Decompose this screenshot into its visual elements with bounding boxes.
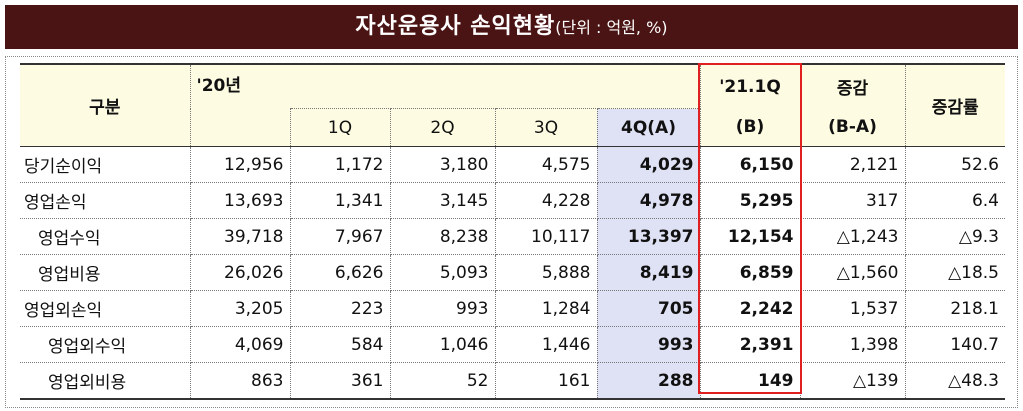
cell: 39,718	[189, 218, 291, 255]
cell: 6,859	[699, 254, 801, 291]
cell: △139	[799, 362, 906, 400]
title-bar: 자산운용사 손익현황(단위 : 억원, %)	[5, 5, 1018, 49]
unit: (단위 : 억원, %)	[555, 18, 668, 37]
table-row: 영업손익 13,693 1,341 3,145 4,228 4,978 5,295 317 6.…	[20, 182, 1005, 219]
cell: 4,029	[596, 146, 701, 183]
frame	[5, 56, 1018, 408]
cell: 12,956	[189, 146, 291, 183]
cell: 1,446	[494, 326, 598, 363]
cell: 4,575	[494, 146, 598, 183]
cell: 7,967	[289, 218, 391, 255]
header-row: 구분 '20년 '21.1Q 증감 증감률	[20, 63, 1005, 147]
header-cell: (B)	[699, 108, 801, 147]
cell: 161	[494, 362, 598, 400]
cell: 6,626	[289, 254, 391, 291]
cell: 6.4	[904, 182, 1005, 219]
table-row: 영업수익 39,718 7,967 8,238 10,117 13,397 12,154 △1…	[20, 218, 1005, 255]
table-body: 구분 '20년 '21.1Q 증감 증감률 1Q 2Q 3Q 4Q(A) (B)…	[20, 63, 1005, 400]
cell: 584	[289, 326, 391, 363]
header-cell: (B-A)	[799, 108, 906, 147]
cell: 5,888	[494, 254, 598, 291]
cell: 288	[596, 362, 701, 400]
cell: 52.6	[904, 146, 1005, 183]
cell: 2,242	[699, 290, 801, 327]
cell: 12,154	[699, 218, 801, 255]
header-cell: 2Q	[389, 108, 496, 147]
table-row: 영업외비용 863 361 52 161 288 149 △139 △48.3	[20, 362, 1005, 400]
header-cell: 3Q	[494, 108, 598, 147]
cell: 993	[389, 290, 496, 327]
cell: 4,069	[189, 326, 291, 363]
row-label: 당기순이익	[20, 146, 191, 183]
cell: 863	[189, 362, 291, 400]
header-cell: 4Q(A)	[596, 108, 701, 147]
cell: 8,238	[389, 218, 496, 255]
cell: 361	[289, 362, 391, 400]
cell: 26,026	[189, 254, 291, 291]
header-cell: '21.1Q	[699, 63, 801, 109]
table-row: 영업비용 26,026 6,626 5,093 5,888 8,419 6,859 △1,56…	[20, 254, 1005, 291]
cell: △1,560	[799, 254, 906, 291]
cell: 1,172	[289, 146, 391, 183]
cell: 13,693	[189, 182, 291, 219]
cell: 149	[699, 362, 801, 400]
cell: △18.5	[904, 254, 1005, 291]
cell: 4,228	[494, 182, 598, 219]
cell: 705	[596, 290, 701, 327]
table-row: 영업외손익 3,205 223 993 1,284 705 2,242 1,537 218.1	[20, 290, 1005, 327]
cell: 52	[389, 362, 496, 400]
cell: 1,284	[494, 290, 598, 327]
cell: 5,093	[389, 254, 496, 291]
cell: 4,978	[596, 182, 701, 219]
cell: 1,046	[389, 326, 496, 363]
header-cell: '20년	[189, 63, 701, 109]
header-cell: 증감률	[904, 63, 1005, 147]
cell: 5,295	[699, 182, 801, 219]
table-row: 당기순이익 12,956 1,172 3,180 4,575 4,029 6,150 2,12…	[20, 146, 1005, 183]
cell: 3,145	[389, 182, 496, 219]
title: 자산운용사 손익현황	[355, 14, 556, 39]
header-cell: 1Q	[289, 108, 391, 147]
cell: 10,117	[494, 218, 598, 255]
cell: 223	[289, 290, 391, 327]
cell: 993	[596, 326, 701, 363]
cell: 317	[799, 182, 906, 219]
cell: 1,537	[799, 290, 906, 327]
cell: 8,419	[596, 254, 701, 291]
table-row: 영업외수익 4,069 584 1,046 1,446 993 2,391 1,398 140.…	[20, 326, 1005, 363]
cell: 2,391	[699, 326, 801, 363]
header-cell	[189, 108, 291, 147]
row-label: 영업손익	[20, 182, 191, 219]
header-cell: 구분	[20, 63, 191, 147]
cell: 1,341	[289, 182, 391, 219]
row-label: 영업외비용	[20, 362, 191, 400]
cell: 1,398	[799, 326, 906, 363]
cell: 13,397	[596, 218, 701, 255]
cell: △9.3	[904, 218, 1005, 255]
cell: △1,243	[799, 218, 906, 255]
cell: 140.7	[904, 326, 1005, 363]
table: 구분 '20년 '21.1Q 증감 증감률 1Q 2Q 3Q 4Q(A) (B)…	[20, 63, 1005, 400]
header-row: 1Q 2Q 3Q 4Q(A) (B) (B-A)	[20, 108, 1005, 147]
cell: 2,121	[799, 146, 906, 183]
row-label: 영업수익	[20, 218, 191, 255]
cell: 6,150	[699, 146, 801, 183]
row-label: 영업외손익	[20, 290, 191, 327]
row-label: 영업외수익	[20, 326, 191, 363]
row-label: 영업비용	[20, 254, 191, 291]
cell: 218.1	[904, 290, 1005, 327]
cell: △48.3	[904, 362, 1005, 400]
cell: 3,205	[189, 290, 291, 327]
header-cell: 증감	[799, 63, 906, 109]
cell: 3,180	[389, 146, 496, 183]
